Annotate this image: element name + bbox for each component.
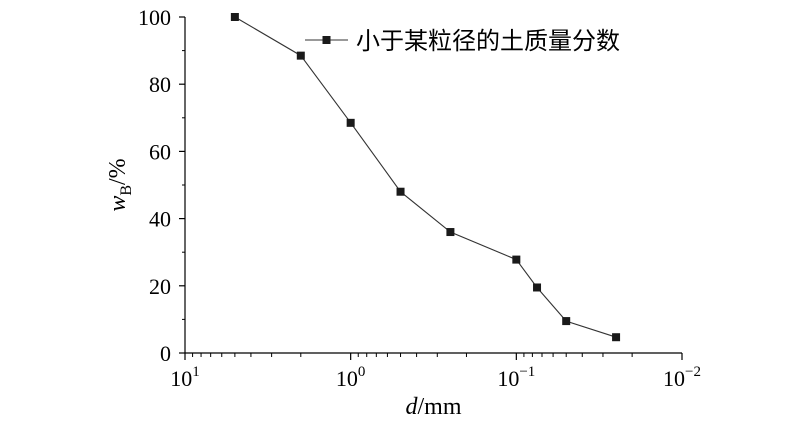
x-axis-title: d/mm [405,394,461,420]
y-tick-label: 100 [138,5,171,30]
data-point [346,118,355,127]
data-point [230,13,239,21]
y-axis-title-unit: /% [105,158,131,185]
data-point [396,187,405,196]
y-axis-title-sub: B [118,185,135,196]
x-tick-label-base: 10 [497,366,519,391]
x-tick-label: 10−2 [663,364,701,391]
x-tick-label-exp: −2 [685,364,701,380]
data-point [296,51,305,60]
legend: 小于某粒径的土质量分数 [305,27,620,55]
y-tick-label: 60 [149,139,171,164]
y-tick-label: 80 [149,72,171,97]
data-point [612,333,621,342]
x-tick-label: 10−1 [497,364,535,391]
legend-label: 小于某粒径的土质量分数 [356,27,620,55]
axis-titles: d/mm wB/% [105,158,462,420]
y-tick-label: 40 [149,207,171,232]
x-tick-label-exp: 0 [358,364,366,380]
axes [184,17,682,354]
y-axis-title-var: w [105,196,131,212]
data-point [562,317,571,326]
x-tick-label-exp: 1 [192,364,200,380]
data-point [512,255,521,264]
x-tick-label: 101 [170,364,200,391]
x-tick-label-base: 10 [170,366,192,391]
x-tick-label-exp: −1 [519,364,535,380]
x-axis-title-unit: /mm [417,394,461,420]
x-tick-label-base: 10 [663,366,685,391]
legend-marker [322,36,331,44]
series-layer [230,13,621,342]
x-axis-title-var: d [405,394,418,420]
x-tick-label-base: 10 [336,366,358,391]
y-axis-title: wB/% [105,158,135,211]
y-tick-label: 20 [149,274,171,299]
data-point [446,228,455,237]
data-point [533,283,542,292]
series-line [234,16,617,338]
y-tick-label: 0 [160,341,171,366]
x-tick-label: 100 [336,364,366,391]
